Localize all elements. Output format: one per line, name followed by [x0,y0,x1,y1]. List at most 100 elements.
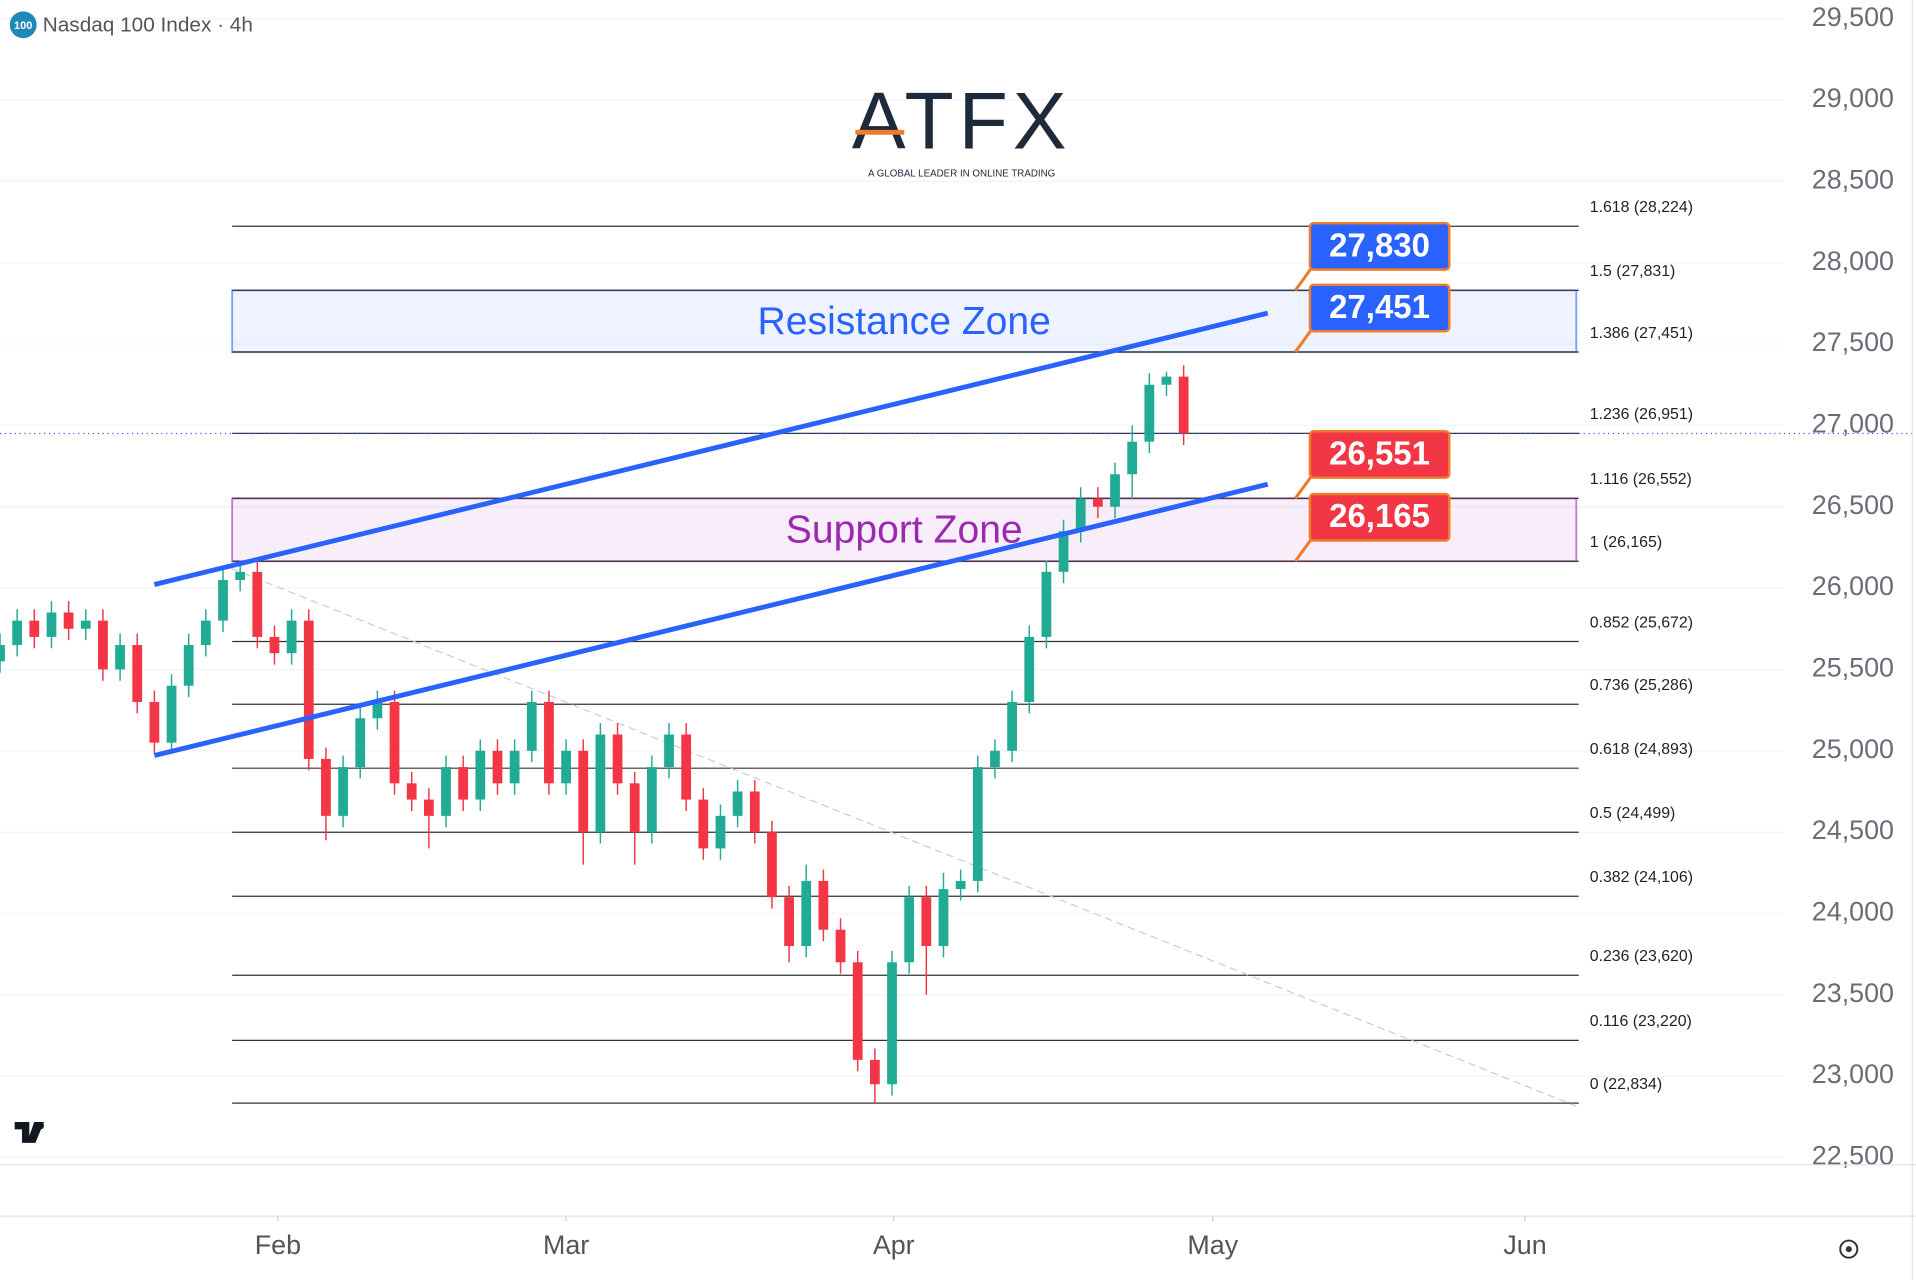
settings-button-dot [1845,1246,1852,1253]
candle-body [286,620,297,654]
y-tick-label: 26,000 [1812,571,1894,601]
candle-body [166,685,177,743]
candle-body [183,645,194,686]
candle-body [355,718,366,768]
settings-button[interactable] [1839,1239,1859,1259]
symbol-badge-bg [9,11,37,39]
logo-tagline: A GLOBAL LEADER IN ONLINE TRADING [868,168,1055,179]
candle-body [1127,441,1138,475]
fib-label: 0.5 (24,499) [1590,805,1676,822]
y-tick-label: 26,500 [1812,490,1894,520]
candle-body [990,750,1000,768]
candle-body [29,620,40,637]
fib-label: 0.618 (24,893) [1590,741,1693,758]
candle-body [200,620,211,646]
candle-body [698,799,709,849]
x-tick-label: Apr [873,1230,915,1260]
tv-logo-dot [36,1122,44,1130]
fib-label: 0 (22,834) [1590,1076,1662,1093]
chart-title: Nasdaq 100 Index · 4h [43,13,253,36]
candle-body [835,929,846,963]
candle-body [818,880,829,930]
candle-body [784,897,794,947]
candle-body [629,783,640,833]
y-tick-label: 23,000 [1812,1059,1894,1089]
fib-label: 1 (26,165) [1590,534,1662,551]
candle-body [372,701,383,719]
fib-label: 1.236 (26,951) [1590,406,1693,423]
candle-body [921,897,932,947]
candle-body [235,571,246,580]
candle-body [1075,498,1086,532]
candle-body [149,701,160,743]
candle-body [406,783,417,800]
x-tick-label: Jun [1503,1230,1546,1260]
trend-line [153,310,1269,587]
logo-name: ATFX [852,77,1072,167]
candle-body [338,767,348,816]
candle-body [1144,384,1155,442]
candle-body [218,579,228,621]
candle-body [578,750,589,833]
candle-body [612,734,623,784]
fib-label: 1.618 (28,224) [1590,199,1693,216]
candle-body [63,612,74,629]
y-tick-label: 25,000 [1812,734,1894,764]
fib-label: 1.386 (27,451) [1590,325,1693,342]
y-tick-label: 23,500 [1812,978,1894,1008]
candle-body [46,612,57,637]
candle-body [115,645,125,670]
candle-body [681,734,692,800]
x-tick-label: Mar [543,1230,589,1260]
x-tick-label: May [1187,1230,1238,1260]
candle-body [955,880,966,890]
price-tag-label: 27,451 [1329,288,1430,325]
price-tag [1308,492,1451,542]
candle-body [595,734,606,833]
fib-label: 1.5 (27,831) [1590,263,1676,280]
candle-body [1058,531,1069,572]
candle-body [972,767,983,881]
candle-body [80,620,91,629]
price-tag [1308,430,1451,479]
y-tick-label: 24,000 [1812,897,1894,927]
y-tick-label: 29,500 [1812,2,1894,32]
candle-body [1178,376,1189,434]
fib-label: 0.236 (23,620) [1590,948,1693,965]
candle-body [938,889,949,947]
x-tick-label: Feb [255,1230,301,1260]
candle-body [98,620,108,670]
tv-logo [14,1122,44,1143]
candle-body [389,701,400,784]
y-tick-label: 27,500 [1812,327,1894,357]
candle-body [887,962,897,1085]
candle-body [526,701,537,751]
candle-body [767,832,777,898]
candle-body [321,758,331,816]
candle-body [749,791,760,833]
zone-label: Support Zone [786,509,1023,552]
candle-body [1110,474,1120,507]
candle-body [475,750,486,800]
candle-body [544,701,554,784]
y-tick-label: 25,500 [1812,653,1894,683]
candle-body [423,799,434,816]
candle-body [869,1059,880,1085]
y-tick-label: 22,500 [1812,1141,1894,1171]
candle-body [132,645,143,702]
candle-body [252,571,263,637]
fib-label: 1.116 (26,552) [1590,471,1692,488]
guide-line [231,568,1577,1107]
candle-body [12,620,23,646]
candle-body [0,645,5,662]
candle-body [904,897,915,963]
candle-body [1024,636,1035,702]
symbol-badge: 100 [14,20,32,32]
candle-body [458,767,469,800]
y-tick-label: 28,000 [1812,246,1894,276]
candle-body [1161,376,1172,385]
price-tag-label: 27,830 [1329,226,1430,263]
price-tag-label: 26,165 [1329,497,1430,534]
